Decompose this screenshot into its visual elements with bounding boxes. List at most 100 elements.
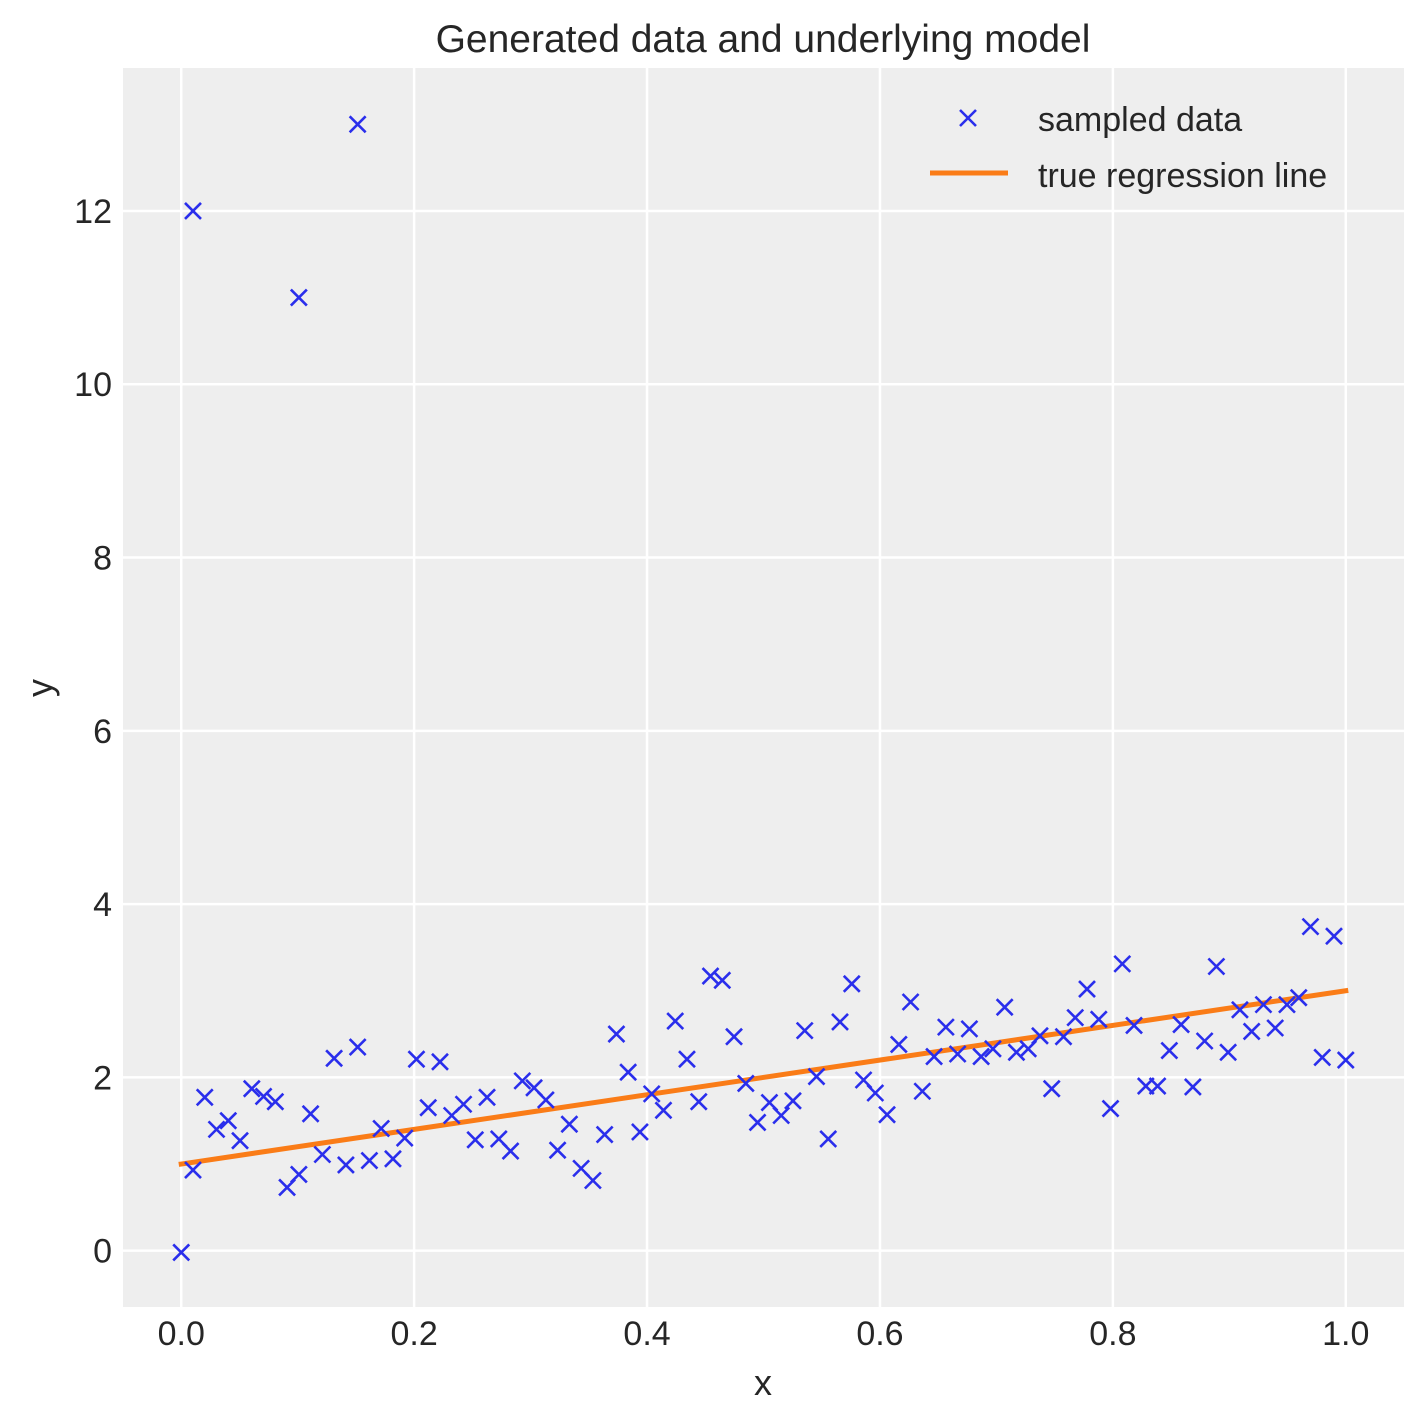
data-point	[207, 1120, 226, 1139]
scatter-points-layer	[172, 115, 1355, 1262]
y-tick-labels: 0 2 4 6 8 10 12	[74, 193, 112, 1271]
x-tick-label: 0.2	[391, 1315, 438, 1353]
data-point	[1207, 957, 1226, 976]
plot-background	[123, 68, 1404, 1307]
x-tick-label: 0.6	[856, 1315, 903, 1353]
data-point	[1160, 1041, 1179, 1060]
data-point	[478, 1088, 496, 1107]
data-point	[1219, 1043, 1238, 1062]
legend-label-true-regression-line: true regression line	[1038, 157, 1327, 195]
y-axis-label: y	[19, 679, 60, 697]
y-tick-label: 2	[93, 1059, 112, 1097]
x-tick-label: 1.0	[1322, 1315, 1369, 1353]
data-point	[1148, 1077, 1167, 1095]
data-point	[1254, 995, 1273, 1014]
data-point	[560, 1115, 579, 1134]
data-point	[819, 1129, 838, 1148]
legend-label-sampled-data: sampled data	[1038, 101, 1242, 139]
data-point	[1066, 1008, 1085, 1027]
data-point	[454, 1095, 473, 1114]
legend: sampled data true regression line	[930, 101, 1327, 195]
data-point	[619, 1063, 638, 1082]
data-point	[795, 1021, 814, 1040]
chart-title: Generated data and underlying model	[436, 18, 1091, 61]
data-point	[960, 1019, 979, 1038]
data-point	[1078, 980, 1096, 998]
data-point	[501, 1142, 520, 1160]
data-point	[913, 1082, 932, 1101]
data-point	[254, 1087, 273, 1106]
data-point	[1054, 1027, 1073, 1046]
data-point	[219, 1111, 238, 1130]
legend-marker-sampled-data	[959, 109, 977, 127]
data-point	[1313, 1048, 1332, 1067]
data-point	[972, 1047, 991, 1066]
y-tick-label: 10	[74, 366, 112, 404]
data-point	[407, 1050, 426, 1069]
data-point	[1089, 1010, 1108, 1029]
data-point	[1172, 1015, 1191, 1034]
y-tick-label: 8	[93, 540, 112, 578]
data-point	[831, 1013, 849, 1031]
data-point	[1183, 1078, 1202, 1096]
data-point	[384, 1149, 402, 1168]
data-point	[1230, 1000, 1249, 1019]
data-point	[1031, 1026, 1049, 1045]
x-tick-label: 0.4	[623, 1315, 670, 1353]
data-point	[419, 1098, 438, 1117]
data-point	[607, 1025, 626, 1043]
data-point	[866, 1084, 885, 1102]
data-point	[1007, 1043, 1026, 1062]
data-point	[925, 1047, 944, 1066]
data-point	[948, 1045, 967, 1063]
data-point	[889, 1035, 908, 1054]
data-point	[1289, 988, 1308, 1007]
data-point	[772, 1106, 791, 1125]
data-point	[1042, 1079, 1061, 1098]
data-point	[784, 1091, 802, 1110]
data-point	[842, 974, 861, 993]
data-point	[266, 1092, 285, 1111]
data-point	[301, 1104, 320, 1123]
data-point	[1325, 927, 1343, 946]
data-point	[1101, 1099, 1120, 1118]
data-point	[736, 1074, 755, 1093]
data-point	[348, 115, 367, 134]
data-point	[1125, 1016, 1143, 1035]
data-point	[195, 1088, 214, 1107]
data-point	[631, 1123, 649, 1141]
y-tick-label: 6	[93, 713, 112, 751]
data-point	[901, 993, 920, 1011]
data-point	[184, 1161, 202, 1180]
data-point	[689, 1092, 708, 1111]
data-point	[654, 1101, 673, 1120]
y-gridlines	[123, 209, 1404, 1252]
legend-x-marker	[959, 109, 977, 127]
data-point	[936, 1018, 955, 1037]
data-point	[666, 1012, 685, 1030]
data-point	[1278, 995, 1296, 1014]
data-point	[513, 1071, 532, 1090]
data-point	[878, 1105, 896, 1124]
data-point	[725, 1027, 743, 1046]
data-point	[172, 1243, 191, 1262]
x-tick-label: 0.0	[158, 1315, 205, 1353]
data-point	[184, 202, 202, 220]
data-point	[642, 1084, 661, 1103]
data-point	[1266, 1019, 1285, 1037]
data-point	[395, 1129, 414, 1147]
data-point	[583, 1171, 602, 1190]
x-tick-label: 0.8	[1089, 1315, 1136, 1353]
data-point	[1242, 1022, 1261, 1041]
x-axis-label: x	[754, 1362, 772, 1403]
y-tick-label: 12	[74, 193, 112, 231]
data-point	[242, 1079, 261, 1098]
data-point	[289, 1165, 308, 1184]
data-point	[995, 998, 1014, 1017]
data-point	[548, 1141, 567, 1160]
data-point	[372, 1119, 391, 1138]
data-point	[1113, 954, 1132, 973]
data-point	[983, 1039, 1002, 1058]
data-point	[313, 1145, 332, 1164]
